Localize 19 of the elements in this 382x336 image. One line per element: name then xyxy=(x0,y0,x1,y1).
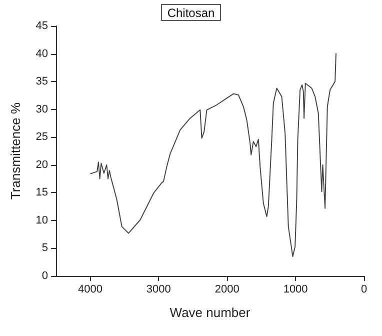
y-tick-label: 5 xyxy=(42,242,48,254)
y-tick-label: 0 xyxy=(42,270,48,282)
chart-title: Chitosan xyxy=(167,6,215,20)
x-axis-title: Wave number xyxy=(170,305,251,320)
x-tick-label: 4000 xyxy=(78,284,102,296)
x-tick-label: 3000 xyxy=(146,284,171,296)
line-series xyxy=(90,52,337,258)
y-tick-label: 15 xyxy=(36,186,48,199)
y-tick-label: 30 xyxy=(36,103,48,116)
y-tick-label: 25 xyxy=(36,131,48,144)
x-tick-label: 1000 xyxy=(283,284,308,296)
y-tick-label: 45 xyxy=(36,20,48,32)
y-tick-label: 35 xyxy=(36,76,48,88)
y-tick-label: 40 xyxy=(36,48,48,60)
y-tick-label: 20 xyxy=(36,158,48,171)
x-tick-label: 0 xyxy=(360,284,368,296)
y-axis-title: Transmittence % xyxy=(8,102,23,200)
x-tick-label: 2000 xyxy=(214,284,240,296)
y-tick-label: 10 xyxy=(36,214,48,226)
